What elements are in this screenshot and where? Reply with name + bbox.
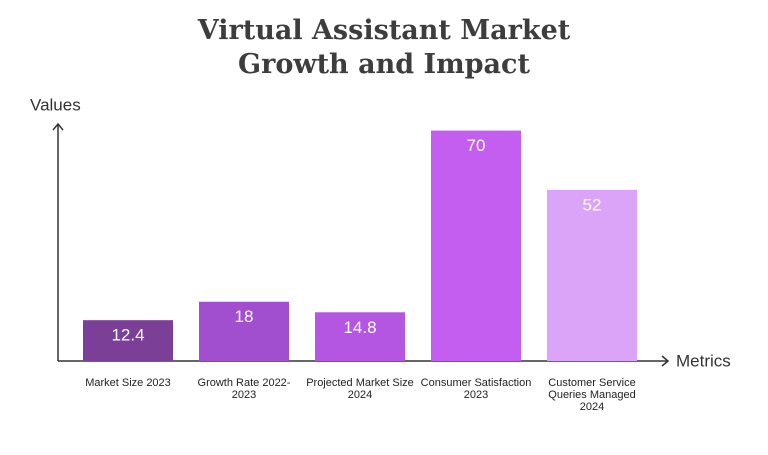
x-tick-label: Market Size 2023 [85, 377, 171, 389]
value-label: 14.8 [343, 318, 376, 337]
x-tick-label: Customer Service Queries Managed 2024 [548, 377, 636, 413]
x-tick-label: Consumer Satisfaction 2023 [420, 377, 532, 401]
x-tick-label: Projected Market Size 2024 [306, 377, 414, 401]
value-label: 52 [583, 195, 602, 214]
bar [83, 320, 173, 361]
y-axis-label: Values [30, 95, 81, 114]
x-axis-label: Metrics [676, 351, 731, 370]
y-arrow [52, 122, 64, 131]
chart-title: Virtual Assistant Market Growth and Impa… [197, 15, 571, 80]
value-label: 70 [467, 136, 486, 155]
bar [431, 130, 521, 361]
bar [315, 312, 405, 361]
value-label: 12.4 [111, 326, 144, 345]
value-label: 18 [235, 307, 254, 326]
x-tick-label: Growth Rate 2022-2023 [197, 377, 291, 401]
bar [199, 301, 289, 361]
x-arrow [661, 355, 670, 367]
bar [547, 189, 637, 361]
